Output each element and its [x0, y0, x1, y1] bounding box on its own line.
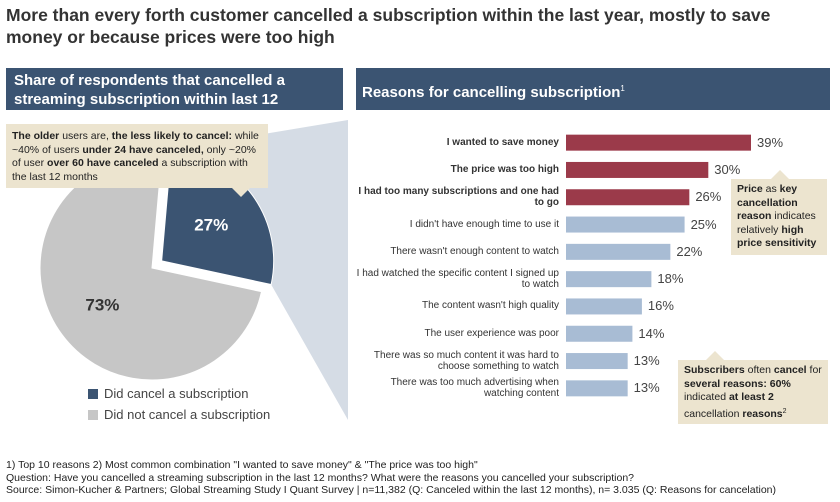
bar-2 — [566, 161, 709, 178]
bar-value-10: 13% — [633, 380, 660, 396]
bar-label-4: I didn't have enough time to use it — [409, 218, 559, 230]
bar-6 — [566, 271, 652, 288]
pie-label-cancel: 27% — [194, 215, 228, 234]
age-callout-text-6: over 60 have canceled — [47, 157, 159, 169]
bar-10 — [566, 380, 628, 397]
price-callout-text-0: Price — [737, 183, 763, 195]
bar-value-8: 14% — [638, 325, 665, 341]
subs-callout-text-6: at least 2 — [728, 391, 774, 403]
bar-chart-header: Reasons for cancelling subscription1 — [356, 68, 830, 110]
price-callout-text-1: as — [762, 183, 780, 195]
age-callout-text-0: The older — [12, 130, 63, 142]
page-title: More than every forth customer cancelled… — [6, 5, 771, 47]
bar-3 — [566, 189, 690, 206]
bar-label-9: There was so much content it was hard to… — [373, 349, 559, 373]
price-insight-callout: Price as key cancellation reason indicat… — [731, 170, 827, 255]
bar-9 — [566, 353, 628, 370]
bar-value-7: 16% — [647, 298, 674, 314]
subs-callout-text-8: reasons — [742, 407, 783, 420]
pie-chart-header: Share of respondents that cancelled a st… — [6, 68, 343, 127]
age-callout-text-5: only ~20% of user — [12, 143, 256, 170]
bar-value-9: 13% — [633, 353, 660, 369]
bar-5 — [566, 243, 671, 260]
bar-label-5: There wasn't enough content to watch — [390, 245, 559, 257]
legend-label-cancel: Did cancel a subscription — [104, 386, 249, 401]
bar-label-3: I had too many subscriptions and one had… — [358, 185, 559, 209]
footnote-question: Question: Have you cancelled a streaming… — [6, 471, 635, 484]
age-callout-text-4: under 24 have canceled, — [82, 143, 204, 156]
bar-value-5: 22% — [676, 243, 703, 259]
footnote-line-1: 1) Top 10 reasons 2) Most common combina… — [6, 459, 478, 471]
footnote-source: Source: Simon-Kucher & Partners; Global … — [6, 484, 777, 496]
age-callout-text-7: a subscription with the last 12 months — [12, 157, 248, 183]
price-callout-text-2: key cancellation reason — [737, 183, 798, 222]
bar-label-10: There was too much advertising when watc… — [390, 376, 559, 400]
subs-callout-text-4: several reasons: 60% — [684, 377, 791, 390]
bar-label-7: The content wasn't high quality — [422, 300, 559, 312]
bar-value-6: 18% — [657, 271, 684, 287]
bar-label-6: I had watched the specific content I sig… — [356, 267, 559, 291]
bar-chart-header-text: Reasons for cancelling subscription — [362, 84, 621, 101]
subs-callout-text-5: indicated — [684, 391, 729, 403]
price-callout-text-4: high price sensitivity — [737, 223, 817, 250]
bar-1 — [566, 134, 751, 151]
bar-value-3: 26% — [695, 189, 722, 205]
legend-swatch-not-cancel — [88, 410, 98, 420]
legend-item-not-cancel: Did not cancel a subscription — [88, 407, 270, 422]
multiple-reasons-callout: Subscribers often cancel for several rea… — [678, 351, 828, 424]
legend-swatch-cancel — [88, 389, 98, 399]
bar-4 — [566, 216, 685, 233]
subs-callout-text-2: cancel — [773, 364, 807, 376]
age-callout-text-1: users are, — [62, 130, 112, 142]
bar-7 — [566, 298, 642, 315]
legend-label-not-cancel: Did not cancel a subscription — [104, 407, 271, 422]
bar-label-2: The price was too high — [450, 163, 559, 175]
bar-label-8: The user experience was poor — [424, 327, 559, 339]
bar-8 — [566, 325, 633, 342]
age-callout-text-3: while ~40% of users — [12, 130, 259, 156]
bar-label-1: I wanted to save money — [446, 136, 559, 148]
subs-callout-footnote-ref: 2 — [782, 407, 787, 415]
subs-callout-text-3: for — [806, 364, 822, 376]
age-insight-callout: The older users are, the less likely to … — [6, 124, 268, 197]
subs-callout-text-7: cancellation — [684, 407, 743, 420]
price-callout-text-3: indicates relatively — [737, 210, 816, 236]
subs-callout-text-1: often — [744, 364, 774, 376]
pie-label-not-cancel: 73% — [85, 296, 119, 315]
bar-value-2: 30% — [714, 161, 741, 177]
legend-item-cancel: Did cancel a subscription — [88, 386, 249, 401]
bar-value-4: 25% — [690, 216, 717, 232]
bar-chart-header-footnote: 1 — [620, 84, 625, 93]
age-callout-text-2: the less likely to cancel: — [111, 130, 233, 142]
bar-value-1: 39% — [757, 134, 784, 150]
subs-callout-text-0: Subscribers — [684, 364, 745, 376]
footnotes: 1) Top 10 reasons 2) Most common combina… — [6, 459, 776, 497]
